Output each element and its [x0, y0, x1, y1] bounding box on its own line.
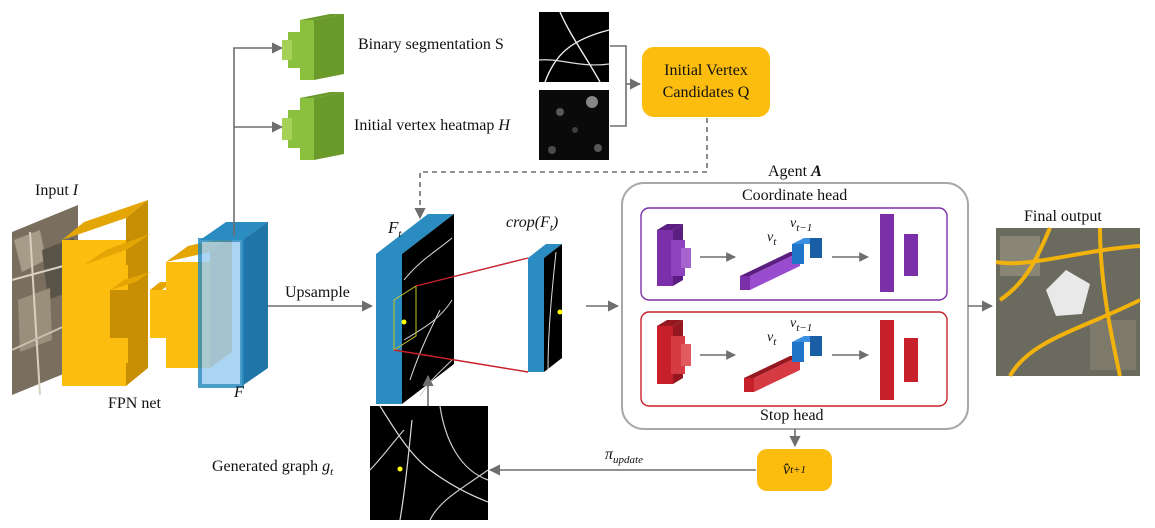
coord-vt-label: vt — [767, 230, 777, 248]
generated-graph-label: Generated graph gt — [212, 458, 334, 478]
generated-graph-image — [369, 405, 489, 521]
stop-lstm-block — [744, 336, 822, 392]
coordinate-head-encoder — [657, 224, 691, 286]
stop-head-box — [640, 311, 948, 407]
crop-lines — [393, 257, 529, 373]
candidates-line-2: Candidates Q — [662, 84, 750, 101]
heatmap-label: Initial vertex heatmap H — [354, 117, 510, 134]
to-candidates-arrow — [610, 45, 642, 127]
next-vertex-box: v̂ t+1 — [757, 449, 832, 491]
initial-vertex-candidates-box: Initial Vertex Candidates Q — [642, 47, 770, 117]
stop-fc-2 — [904, 338, 918, 382]
coord-vt1-label: vt−1 — [790, 216, 813, 234]
stop-head-label: Stop head — [760, 407, 824, 424]
stop-vt1-label: vt−1 — [790, 316, 813, 334]
candidates-to-ft-dashed-arrow — [414, 118, 708, 220]
heatmap-image — [539, 90, 609, 160]
final-output-image — [995, 227, 1141, 377]
segmentation-label: Binary segmentation S — [358, 36, 504, 53]
agent-label: Agent A — [768, 163, 822, 180]
crop-ft-block — [528, 244, 563, 372]
input-image — [11, 205, 79, 396]
crop-ft-label: crop(Ft) — [506, 214, 559, 234]
stop-head-encoder — [657, 320, 691, 384]
coordinate-head-label: Coordinate head — [742, 187, 848, 204]
ft-label: Ft — [388, 218, 402, 240]
fpn-label: FPN net — [108, 395, 161, 412]
feature-label: F — [234, 384, 244, 401]
stop-fc-1 — [880, 320, 894, 400]
coordinate-head-box — [640, 207, 948, 301]
candidates-line-1: Initial Vertex — [664, 62, 748, 79]
segmentation-head-blocks — [282, 14, 344, 80]
feature-map-f — [198, 222, 268, 388]
coordinate-lstm-block — [740, 238, 822, 290]
coordinate-fc-1 — [880, 214, 894, 292]
fpn-net — [62, 200, 232, 386]
coordinate-fc-2 — [904, 234, 918, 276]
pi-update-label: πupdate — [605, 446, 643, 466]
fpn-branch-arrows — [233, 42, 284, 236]
stop-vt-label: vt — [767, 330, 777, 348]
ft-feature-block — [376, 214, 454, 404]
heatmap-head-blocks — [282, 92, 344, 160]
final-output-label: Final output — [1024, 208, 1102, 225]
segmentation-image — [538, 11, 610, 83]
input-label: Input I — [35, 182, 79, 199]
upsample-label: Upsample — [285, 284, 350, 301]
